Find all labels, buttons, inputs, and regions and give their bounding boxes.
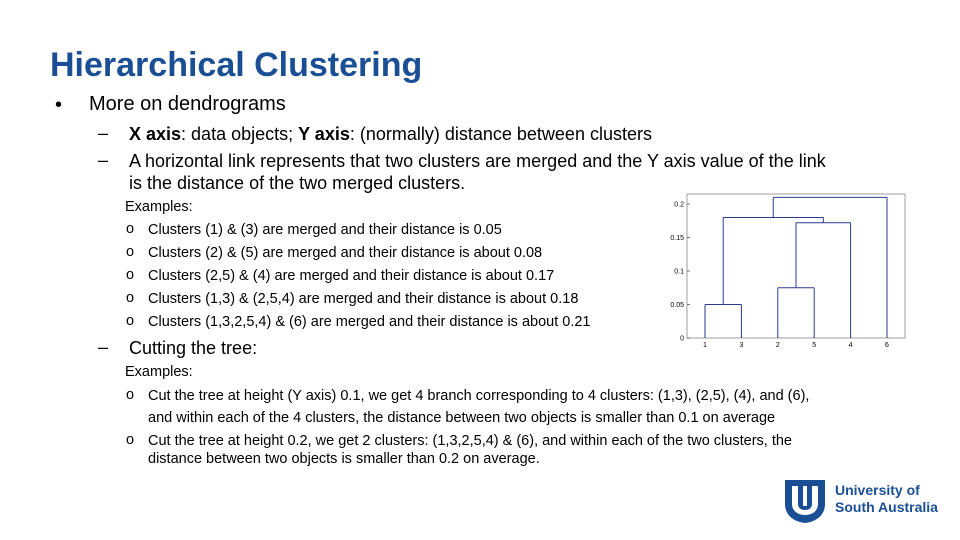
dash-bullet: – bbox=[98, 123, 109, 143]
subbullet-cutting-tree: Cutting the tree: bbox=[129, 338, 258, 358]
x-axis-text: : data objects; bbox=[181, 124, 299, 144]
y-tick-label: 0.05 bbox=[670, 302, 684, 309]
circle-bullet: o bbox=[126, 221, 135, 237]
dash-bullet: – bbox=[98, 150, 109, 170]
x-axis-label: X axis bbox=[129, 124, 182, 144]
example-item: Clusters (1,3,2,5,4) & (6) are merged an… bbox=[148, 314, 591, 330]
bullet-dot: • bbox=[55, 94, 63, 116]
y-tick-label: 0.2 bbox=[674, 202, 684, 209]
examples-label-2: Examples: bbox=[125, 364, 193, 380]
subbullet-axes: X axis: data objects; Y axis: (normally)… bbox=[129, 124, 652, 145]
circle-bullet: o bbox=[126, 267, 135, 283]
example-item: Clusters (2) & (5) are merged and their … bbox=[148, 245, 543, 261]
leaf-label: 6 bbox=[885, 342, 889, 349]
slide-title: Hierarchical Clustering bbox=[50, 46, 423, 84]
cut-example-2-line1: Cut the tree at height 0.2, we get 2 clu… bbox=[148, 433, 792, 449]
cut-example-2-line2: distance between two objects is smaller … bbox=[148, 451, 540, 467]
bullet-more-on-dendrograms: More on dendrograms bbox=[89, 93, 286, 115]
plot-frame bbox=[686, 193, 906, 339]
leaf-label: 4 bbox=[849, 342, 853, 349]
circle-bullet: o bbox=[126, 387, 135, 403]
dendrogram-chart: 0 0.05 0.1 0.15 0.2 1 3 2 5 4 6 bbox=[670, 193, 906, 349]
cut-example-1-line2: and within each of the 4 clusters, the d… bbox=[148, 410, 776, 426]
y-axis-label: Y axis bbox=[298, 124, 350, 144]
circle-bullet: o bbox=[126, 313, 135, 329]
logo-text-line1: University of bbox=[835, 482, 920, 498]
y-tick-label: 0.15 bbox=[670, 235, 684, 242]
example-item: Clusters (1) & (3) are merged and their … bbox=[148, 222, 502, 238]
y-axis-text: : (normally) distance between clusters bbox=[349, 124, 652, 144]
circle-bullet: o bbox=[126, 432, 135, 448]
cut-example-1-line1: Cut the tree at height (Y axis) 0.1, we … bbox=[148, 388, 810, 404]
logo-text-line2: South Australia bbox=[835, 499, 938, 515]
examples-label: Examples: bbox=[125, 199, 193, 215]
y-tick-label: 0.1 bbox=[674, 269, 684, 276]
circle-bullet: o bbox=[126, 244, 135, 260]
leaf-label: 2 bbox=[776, 342, 780, 349]
dash-bullet: – bbox=[98, 337, 109, 357]
example-item: Clusters (2,5) & (4) are merged and thei… bbox=[148, 268, 555, 284]
leaf-label: 3 bbox=[739, 342, 743, 349]
subbullet-horizontal-link-1: A horizontal link represents that two cl… bbox=[129, 151, 826, 171]
unisa-shield-logo bbox=[785, 480, 825, 523]
y-tick-label: 0 bbox=[680, 336, 684, 343]
subbullet-horizontal-link-2: is the distance of the two merged cluste… bbox=[129, 173, 466, 193]
example-item: Clusters (1,3) & (2,5,4) are merged and … bbox=[148, 291, 579, 307]
leaf-label: 5 bbox=[812, 342, 816, 349]
circle-bullet: o bbox=[126, 290, 135, 306]
leaf-label: 1 bbox=[703, 342, 707, 349]
